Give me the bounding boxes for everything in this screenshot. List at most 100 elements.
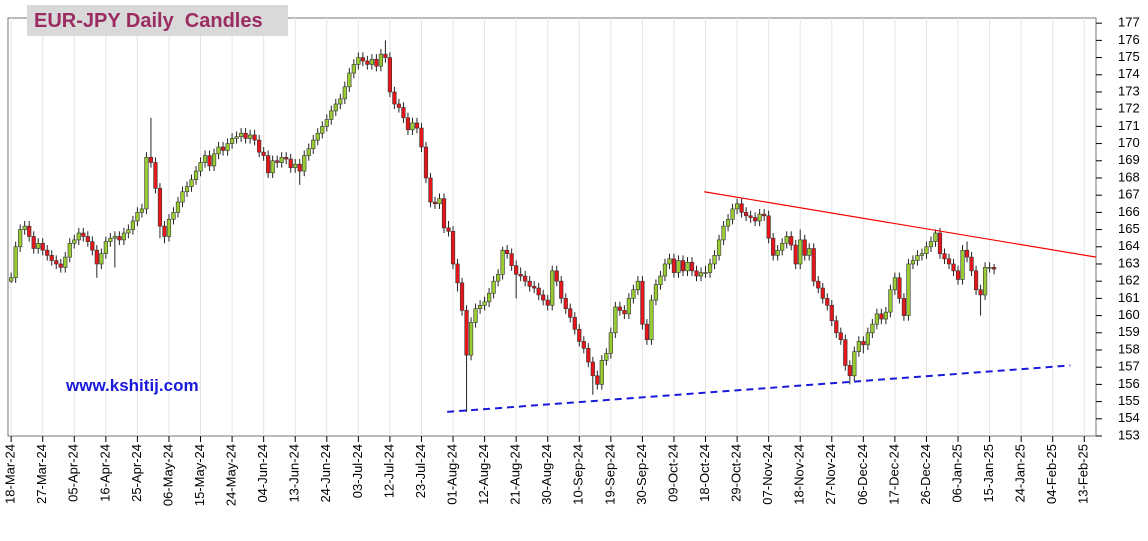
candle-body [166, 218, 172, 237]
candle-body [870, 323, 875, 334]
candle-body [473, 308, 478, 323]
candle-body [518, 274, 523, 277]
candle-body [590, 361, 595, 377]
candle-body [640, 280, 645, 325]
candle-body [171, 212, 176, 220]
x-tick-label: 26-Dec-24 [918, 444, 933, 505]
candle-body [730, 208, 735, 220]
candle-body [76, 232, 81, 241]
candle-body [99, 253, 104, 265]
candle-body [410, 122, 415, 131]
candle-body [369, 58, 374, 65]
candle-body [901, 298, 907, 316]
candle-body [820, 287, 825, 299]
candle-body [392, 91, 397, 105]
candle-body [18, 229, 23, 248]
candle-body [297, 163, 302, 172]
candle-body [446, 227, 451, 232]
candle-body [306, 148, 311, 156]
candle-body [753, 217, 758, 222]
candle-body [252, 134, 257, 141]
candle-body [216, 146, 221, 155]
candle-body [780, 243, 785, 251]
trendlines [447, 191, 1097, 413]
candle-body [928, 241, 934, 248]
candle-body [315, 132, 320, 141]
x-tick-label: 04-Feb-25 [1044, 444, 1059, 504]
x-tick-label: 27-Nov-24 [823, 444, 838, 505]
candle-body [49, 255, 54, 261]
y-tick-label: 170 [1118, 135, 1140, 150]
candle-body [387, 57, 393, 93]
watermark: www.kshitij.com [65, 376, 199, 395]
candle-body [351, 64, 356, 74]
candle-body [550, 270, 555, 306]
candle-body [293, 163, 298, 168]
candle-body [563, 298, 568, 310]
candle-body [771, 237, 776, 256]
x-tick-label: 07-Nov-24 [760, 444, 775, 505]
candle-body [874, 313, 879, 325]
candle-body [63, 256, 68, 268]
candle-body [378, 53, 383, 67]
candle-body [279, 157, 284, 163]
candle-body [239, 132, 244, 137]
candle-body [852, 351, 857, 377]
candle-body [455, 263, 460, 284]
candle-body [559, 280, 564, 299]
candle-body [541, 294, 546, 301]
candle-body [685, 261, 690, 272]
candle-body [734, 203, 740, 210]
candle-body [712, 255, 717, 265]
x-tick-label: 19-Sep-24 [602, 444, 617, 505]
candle-body [861, 341, 866, 346]
candle-body [202, 155, 208, 163]
candle-body [757, 213, 762, 222]
y-tick-label: 154 [1118, 410, 1140, 425]
x-tick-label: 24-Jan-25 [1013, 444, 1028, 503]
x-tick-label: 04-Jun-24 [255, 444, 270, 503]
candle-body [85, 236, 90, 242]
candle-body [816, 280, 821, 289]
candle-body [784, 236, 789, 244]
x-tick-label: 06-Dec-24 [855, 444, 870, 505]
candle-body [888, 289, 893, 313]
candle-body [523, 275, 528, 282]
candle-body [617, 306, 622, 311]
candle-body [108, 237, 113, 242]
candle-body [635, 280, 640, 291]
x-tick-label: 21-Aug-24 [508, 444, 523, 505]
candle-body [130, 220, 135, 230]
candle-body [865, 332, 870, 346]
candle-body [955, 270, 961, 280]
candle-body [793, 244, 798, 265]
candle-body [716, 239, 722, 256]
candle-body [689, 261, 695, 272]
candle-body [338, 98, 343, 105]
x-tick-label: 13-Feb-25 [1076, 444, 1091, 504]
candle-body [568, 308, 573, 318]
candle-body [946, 258, 952, 265]
candle-body [987, 267, 992, 269]
candle-body [622, 310, 627, 315]
candle-body [613, 306, 618, 334]
candle-body [45, 249, 50, 256]
candle-body [148, 157, 154, 163]
candle-body [180, 191, 185, 203]
candle-body [333, 103, 338, 112]
candle-body [604, 353, 609, 361]
candle-body [459, 282, 465, 311]
candle-body [67, 243, 72, 258]
y-tick-label: 162 [1118, 273, 1140, 288]
candle-body [324, 119, 329, 127]
candle-body [667, 258, 672, 265]
candle-body [58, 263, 63, 268]
candle-body [94, 249, 99, 265]
x-tick-label: 15-Jan-25 [981, 444, 996, 503]
candle-body [897, 277, 902, 299]
candle-body [437, 198, 442, 205]
y-tick-label: 155 [1118, 393, 1140, 408]
candle-body [36, 243, 41, 249]
candle-body [302, 155, 307, 172]
candle-body [284, 157, 289, 160]
